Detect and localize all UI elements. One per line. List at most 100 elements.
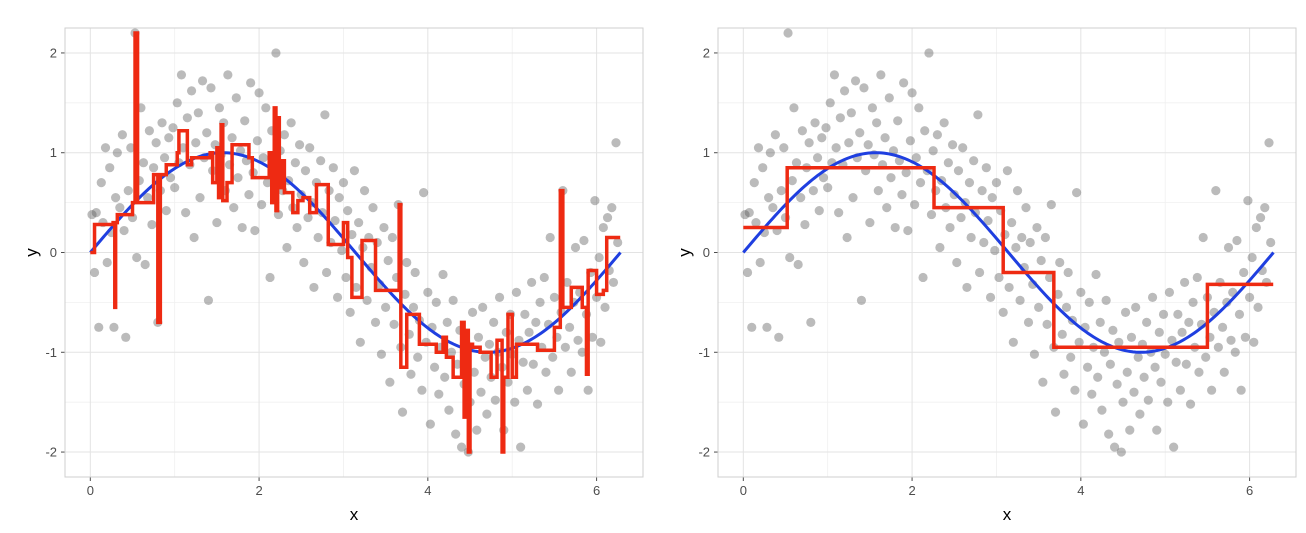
- left-data-point: [328, 163, 338, 173]
- right-data-point: [910, 200, 920, 210]
- right-data-point: [956, 212, 966, 223]
- right-data-point: [1143, 395, 1153, 405]
- left-data-point: [438, 269, 448, 280]
- right-data-point: [1078, 419, 1088, 429]
- right-data-point: [943, 158, 953, 168]
- right-data-point: [793, 259, 803, 270]
- right-data-point: [867, 103, 878, 113]
- right-data-point: [914, 103, 924, 113]
- right-data-point: [947, 140, 958, 150]
- right-data-point: [1207, 385, 1217, 395]
- left-data-point: [343, 205, 353, 216]
- right-data-point: [964, 178, 975, 188]
- left-data-point: [554, 385, 564, 395]
- right-data-point: [1147, 292, 1158, 302]
- right-data-point: [776, 186, 786, 196]
- left-y-tick-label: 0: [50, 245, 57, 260]
- left-data-point: [359, 186, 370, 196]
- right-data-point: [848, 193, 858, 203]
- right-data-point: [1244, 292, 1255, 302]
- right-data-point: [797, 126, 807, 136]
- left-data-point: [229, 203, 239, 213]
- left-data-point: [613, 237, 623, 248]
- right-data-point: [1097, 405, 1107, 415]
- left-data-point: [261, 103, 271, 113]
- left-x-tick-label: 6: [593, 483, 600, 498]
- left-points: [87, 28, 623, 457]
- right-data-point: [1173, 309, 1183, 319]
- right-data-point: [1247, 252, 1257, 263]
- left-data-point: [522, 385, 533, 395]
- left-data-point: [203, 295, 214, 305]
- left-data-point: [516, 442, 526, 452]
- right-data-point: [1045, 272, 1055, 283]
- right-data-point: [983, 215, 993, 226]
- left-data-point: [126, 143, 136, 153]
- left-data-point: [170, 183, 180, 193]
- left-data-point: [385, 377, 395, 387]
- right-data-point: [831, 143, 841, 153]
- right-data-point: [1076, 287, 1086, 298]
- right-data-point: [1260, 203, 1270, 213]
- right-data-point: [935, 242, 945, 253]
- right-data-point: [924, 48, 934, 58]
- right-data-point: [1234, 309, 1245, 319]
- right-data-point: [1232, 235, 1242, 246]
- left-data-point: [212, 217, 222, 228]
- left-data-point: [446, 347, 457, 357]
- right-data-point: [751, 217, 761, 228]
- right-data-point: [1023, 317, 1034, 327]
- left-data-point: [94, 322, 104, 332]
- right-y-tick-label: 1: [703, 145, 710, 160]
- left-data-point: [494, 292, 505, 302]
- left-data-point: [165, 173, 176, 183]
- left-data-point: [102, 257, 112, 268]
- right-data-point: [1059, 369, 1069, 379]
- left-data-point: [594, 252, 604, 263]
- right-data-point: [920, 126, 930, 136]
- left-data-point: [570, 242, 581, 253]
- left-data-point: [320, 110, 330, 120]
- left-x-tick-label: 0: [87, 483, 94, 498]
- left-data-point: [354, 217, 364, 228]
- right-data-point: [817, 133, 827, 143]
- left-data-point: [444, 405, 454, 415]
- left-data-point: [387, 232, 397, 243]
- left-data-point: [489, 317, 499, 327]
- right-data-point: [1032, 222, 1042, 233]
- right-data-point: [768, 203, 778, 213]
- right-data-point: [991, 178, 1002, 188]
- right-data-point: [928, 146, 938, 156]
- left-data-point: [400, 289, 410, 300]
- right-y-axis-title: y: [675, 248, 694, 257]
- left-data-point: [143, 193, 153, 203]
- left-data-point: [532, 399, 543, 409]
- right-data-point: [856, 295, 867, 305]
- right-data-point: [855, 128, 865, 138]
- left-data-point: [254, 88, 264, 98]
- left-data-point: [258, 153, 268, 163]
- left-data-point: [334, 193, 344, 203]
- right-data-point: [915, 178, 926, 188]
- left-data-point: [193, 108, 203, 118]
- left-data-point: [469, 367, 479, 377]
- right-data-point: [865, 217, 875, 228]
- left-x-tick-label: 2: [255, 483, 262, 498]
- left-data-point: [490, 395, 500, 405]
- right-data-point: [990, 245, 1000, 256]
- right-data-point: [1055, 257, 1065, 268]
- right-data-point: [1046, 200, 1056, 210]
- left-y-axis-title: y: [22, 248, 41, 257]
- left-data-point: [182, 113, 192, 123]
- left-data-point: [87, 209, 97, 220]
- left-data-point: [579, 235, 589, 246]
- left-data-point: [117, 130, 127, 140]
- right-data-point: [806, 317, 816, 327]
- right-data-point: [1072, 188, 1082, 198]
- left-data-point: [535, 297, 545, 307]
- right-data-point: [1152, 425, 1162, 435]
- right-y-tick-label: -1: [698, 345, 710, 360]
- left-data-point: [480, 352, 490, 362]
- right-data-point: [1181, 359, 1191, 369]
- left-panel-border: [64, 27, 644, 478]
